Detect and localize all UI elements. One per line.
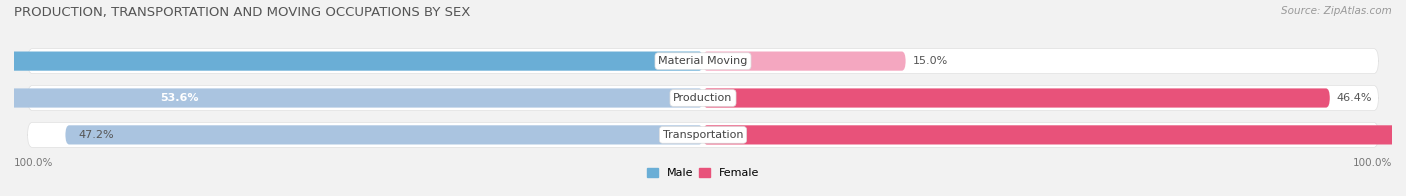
FancyBboxPatch shape (0, 88, 703, 108)
Text: 47.2%: 47.2% (79, 130, 114, 140)
Text: 100.0%: 100.0% (1353, 158, 1392, 168)
FancyBboxPatch shape (28, 122, 1378, 147)
Text: PRODUCTION, TRANSPORTATION AND MOVING OCCUPATIONS BY SEX: PRODUCTION, TRANSPORTATION AND MOVING OC… (14, 6, 471, 19)
Text: 53.6%: 53.6% (160, 93, 198, 103)
Text: Material Moving: Material Moving (658, 56, 748, 66)
Text: 15.0%: 15.0% (912, 56, 948, 66)
FancyBboxPatch shape (703, 125, 1406, 144)
FancyBboxPatch shape (28, 85, 1378, 111)
Text: 100.0%: 100.0% (14, 158, 53, 168)
Text: Transportation: Transportation (662, 130, 744, 140)
FancyBboxPatch shape (703, 88, 1330, 108)
Text: Production: Production (673, 93, 733, 103)
Text: 46.4%: 46.4% (1337, 93, 1372, 103)
FancyBboxPatch shape (66, 125, 703, 144)
Legend: Male, Female: Male, Female (643, 164, 763, 183)
FancyBboxPatch shape (0, 52, 703, 71)
FancyBboxPatch shape (703, 52, 905, 71)
Text: Source: ZipAtlas.com: Source: ZipAtlas.com (1281, 6, 1392, 16)
FancyBboxPatch shape (28, 49, 1378, 74)
